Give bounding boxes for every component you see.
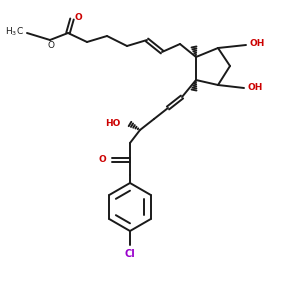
Text: O: O bbox=[98, 154, 106, 164]
Text: H$_3$C: H$_3$C bbox=[5, 26, 24, 38]
Text: O: O bbox=[47, 41, 55, 50]
Text: Cl: Cl bbox=[124, 249, 135, 259]
Text: HO: HO bbox=[105, 119, 120, 128]
Text: OH: OH bbox=[247, 82, 262, 91]
Text: O: O bbox=[74, 14, 82, 22]
Text: OH: OH bbox=[249, 40, 264, 49]
